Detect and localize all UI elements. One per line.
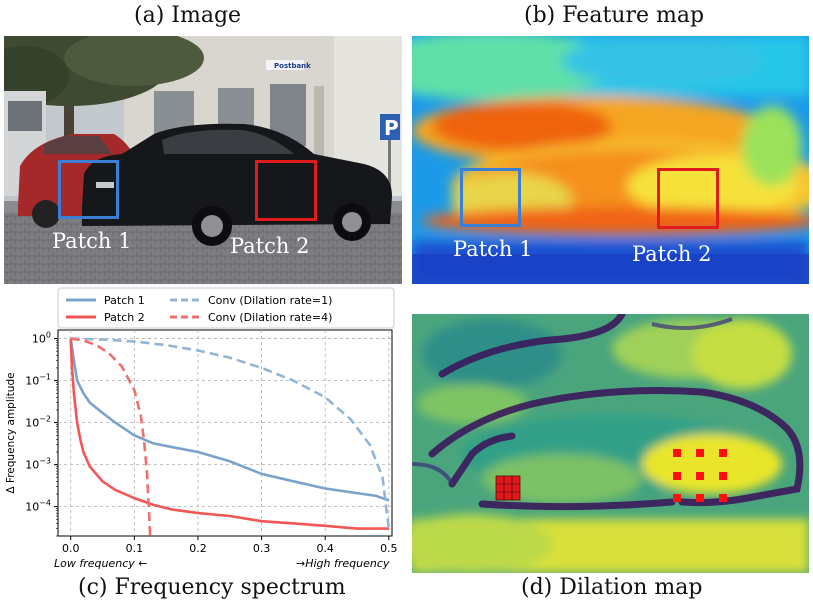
caption-feature-map: (b) Feature map — [524, 3, 705, 28]
x-tick-label: 0.4 — [316, 542, 334, 555]
plot-area — [57, 329, 393, 537]
dilation-heatmap — [412, 314, 809, 573]
patch2-label-image: Patch 2 — [230, 234, 310, 258]
dense-kernel-grid — [496, 476, 520, 500]
x-tick-label: 0.1 — [126, 542, 144, 555]
image-panel: Postbank P Patch 1 Patch 2 — [4, 36, 402, 284]
x-tick-label: 0.3 — [253, 542, 271, 555]
x-tick-label: 0.0 — [62, 542, 80, 555]
legend: Patch 1 Patch 2 Conv (Dilation rate=1) C… — [57, 287, 395, 329]
legend-label-patch1: Patch 1 — [104, 294, 145, 307]
dilation-map-panel — [412, 314, 809, 573]
y-tick-label: 100 — [32, 331, 51, 346]
caption-image: (a) Image — [134, 3, 242, 28]
feature-map-panel: Patch 1 Patch 2 — [412, 36, 809, 284]
y-axis-label: Δ Frequency amplitude — [5, 372, 17, 493]
patch2-line — [69, 338, 389, 530]
low-frequency-annotation: Low frequency ← — [54, 557, 147, 570]
patch1-label-image: Patch 1 — [52, 229, 132, 253]
patch2-box-image — [255, 160, 317, 221]
conv-dilation1-line — [70, 337, 391, 529]
y-tick-label: 10−4 — [25, 499, 51, 514]
x-tick-label: 0.5 — [380, 542, 398, 555]
caption-dilation-map: (d) Dilation map — [521, 575, 703, 600]
patch2-box-feature — [657, 168, 719, 229]
frequency-chart-panel: 0.0 0.1 0.2 0.3 0.4 0.5 100 10−1 10−2 10−3 10−4 Δ… — [0, 286, 408, 574]
y-tick-label: 10−2 — [25, 415, 51, 430]
dilated-kernel-grid — [673, 449, 727, 502]
high-frequency-annotation: →High frequency — [296, 557, 390, 570]
y-tick-label: 10−3 — [25, 457, 51, 472]
conv-dilation4-line — [70, 337, 152, 537]
x-tick-label: 0.2 — [189, 542, 207, 555]
dilation-sample-grid — [495, 449, 727, 502]
legend-label-conv1: Conv (Dilation rate=1) — [208, 294, 332, 307]
legend-label-patch2: Patch 2 — [104, 311, 145, 324]
frequency-chart: 0.0 0.1 0.2 0.3 0.4 0.5 100 10−1 10−2 10−3 10−4 Δ… — [5, 287, 398, 570]
patch1-box-image — [58, 160, 119, 219]
y-tick-label: 10−1 — [25, 373, 51, 388]
legend-label-conv4: Conv (Dilation rate=4) — [208, 311, 332, 324]
caption-frequency-spectrum: (c) Frequency spectrum — [78, 575, 346, 600]
postbank-sign: Postbank — [274, 62, 311, 70]
parking-sign: P — [384, 116, 399, 140]
patch1-line — [69, 338, 390, 502]
patch1-box-feature — [460, 168, 521, 227]
patch1-label-feature: Patch 1 — [453, 237, 533, 261]
patch2-label-feature: Patch 2 — [632, 242, 712, 266]
